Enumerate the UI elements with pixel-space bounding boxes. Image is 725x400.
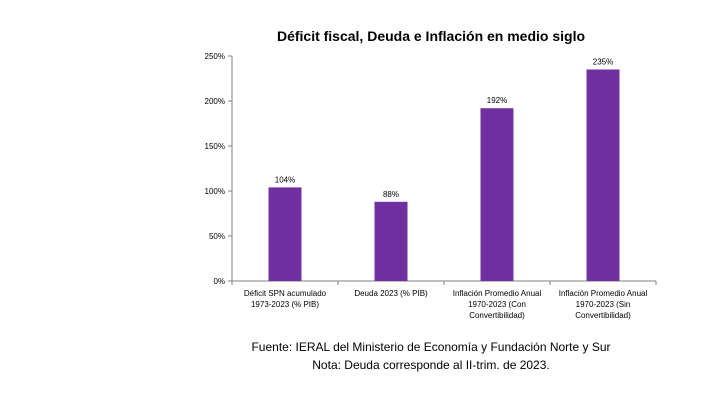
y-tick-label: 100% <box>205 187 225 196</box>
chart-axes: 0% 50% 100% 150% 200% 250% <box>205 52 657 286</box>
x-category-label: Convertibilidad) <box>575 311 631 320</box>
chart-category-labels: Déficit SPN acumulado 1973-2023 (% PIB) De… <box>244 289 648 320</box>
x-category-label: 1970-2023 (Sin <box>576 300 631 309</box>
chart-title: Déficit fiscal, Deuda e Inflación en med… <box>277 28 585 44</box>
data-label: 104% <box>275 175 295 184</box>
x-category-label: Inflación Promedio Anual <box>559 289 648 298</box>
y-tick-label: 200% <box>205 97 225 106</box>
x-category-label: 1973-2023 (% PIB) <box>251 300 319 309</box>
data-label: 192% <box>487 96 507 105</box>
data-label: 88% <box>383 190 399 199</box>
y-tick-label: 50% <box>209 232 225 241</box>
bar <box>268 187 302 281</box>
bar <box>374 201 408 281</box>
footnote: Nota: Deuda corresponde al II-trim. de 2… <box>312 358 550 372</box>
y-tick-label: 0% <box>213 277 225 286</box>
y-tick-label: 150% <box>205 142 225 151</box>
chart-bars <box>268 69 620 281</box>
source-note: Fuente: IERAL del Ministerio de Economía… <box>251 340 611 354</box>
x-category-label: Déficit SPN acumulado <box>244 289 327 298</box>
x-category-label: Convertibilidad) <box>469 311 525 320</box>
x-category-label: Inflación Promedio Anual <box>453 289 542 298</box>
x-category-label: Deuda 2023 (% PIB) <box>354 289 428 298</box>
bar <box>586 69 620 281</box>
bar <box>480 108 514 281</box>
chart-data-labels: 104% 88% 192% 235% <box>275 58 613 199</box>
y-tick-label: 250% <box>205 52 225 61</box>
x-category-label: 1970-2023 (Con <box>468 300 526 309</box>
data-label: 235% <box>593 58 613 67</box>
